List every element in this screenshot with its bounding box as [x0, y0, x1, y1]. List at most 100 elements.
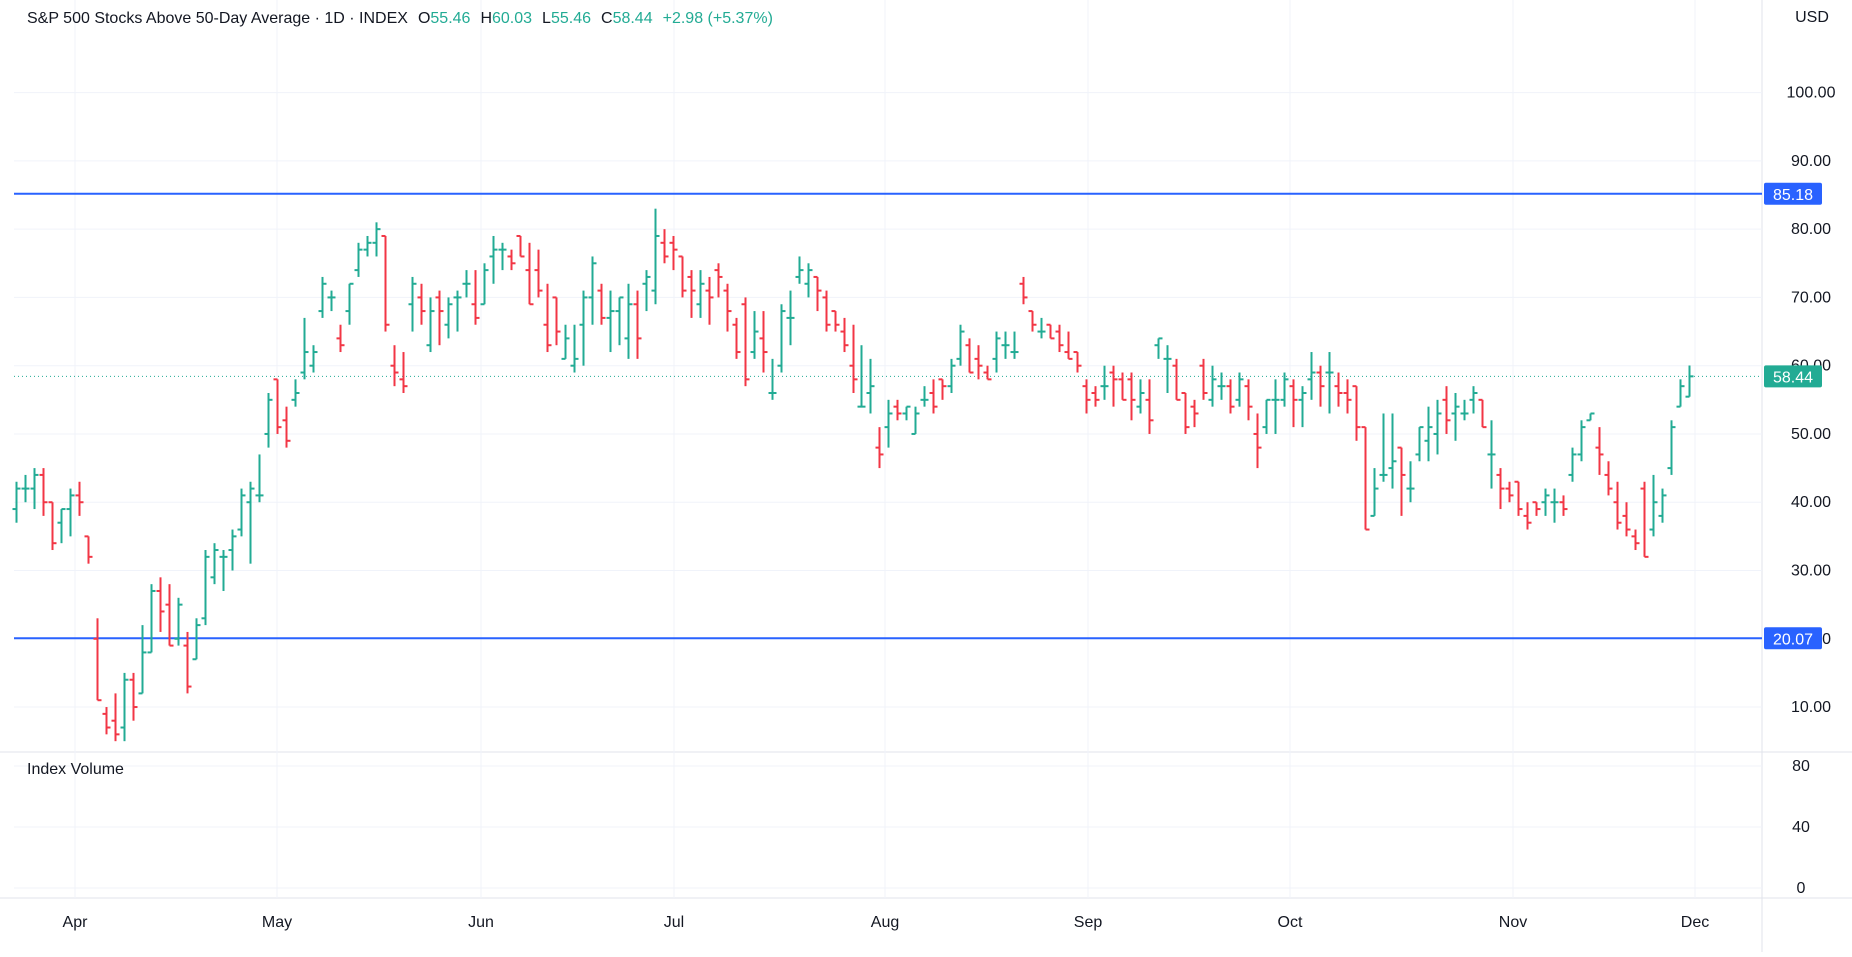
ohlc-bar [264, 393, 273, 448]
low-value: 55.46 [550, 10, 591, 27]
ohlc-bar [768, 358, 777, 400]
ohlc-bar [201, 550, 210, 626]
ohlc-bar [525, 242, 534, 306]
ohlc-bar [1478, 398, 1487, 429]
ohlc-bar [30, 468, 39, 510]
close-value: 58.44 [612, 10, 653, 27]
ohlc-bar [237, 488, 246, 537]
ohlc-bar [489, 235, 498, 284]
open-value: 55.46 [430, 10, 471, 27]
ohlc-bar [84, 535, 93, 564]
y-tick-label: 70.00 [1791, 289, 1831, 306]
ohlc-bar [1262, 398, 1271, 434]
ohlc-bar [39, 468, 48, 516]
volume-tick-label: 0 [1797, 880, 1806, 897]
ohlc-bar [543, 283, 552, 353]
ohlc-bar [992, 331, 1001, 373]
ohlc-bar [255, 454, 264, 503]
ohlc-bar [570, 324, 579, 373]
ohlc-bar [1109, 365, 1118, 407]
ohlc-bar [1253, 413, 1262, 469]
ohlc-bar [1568, 447, 1577, 482]
ohlc-bar [507, 249, 516, 271]
ohlc-bar [210, 543, 219, 585]
chart-legend-header: S&P 500 Stocks Above 50-Day Average · 1D… [27, 10, 773, 28]
ohlc-bar [669, 235, 678, 271]
ohlc-bar [1541, 488, 1550, 516]
ohlc-bars [12, 208, 1694, 742]
ohlc-bar [48, 501, 57, 551]
ohlc-bar [786, 290, 795, 346]
ohlc-bar [93, 618, 102, 702]
ohlc-bar [291, 379, 300, 407]
y-tick-label: 100.00 [1787, 85, 1836, 102]
ohlc-bar [1487, 420, 1496, 489]
last-price-tag [1764, 365, 1822, 388]
ohlc-bar [1370, 468, 1379, 517]
horizontal-lines [14, 192, 1762, 640]
ohlc-bar [462, 270, 471, 298]
ohlc-bar [1199, 358, 1208, 400]
close-label: C [601, 10, 613, 27]
ohlc-bar [983, 365, 992, 381]
ohlc-bar [1082, 379, 1091, 414]
ohlc-bar [1046, 323, 1055, 340]
ohlc-bar [417, 283, 426, 325]
currency-button[interactable]: USD [1795, 9, 1829, 26]
ohlc-bar [840, 317, 849, 353]
ohlc-bar [651, 208, 660, 305]
ohlc-bar [534, 249, 543, 298]
ohlc-bar [192, 618, 201, 661]
ohlc-bar [579, 290, 588, 366]
ohlc-bar [1550, 488, 1559, 523]
ohlc-bar [1181, 392, 1190, 434]
ohlc-bar [893, 399, 902, 421]
ohlc-bar [1595, 427, 1604, 475]
ohlc-bar [759, 311, 768, 373]
ohlc-bar [1001, 331, 1010, 359]
ohlc-bar [363, 235, 372, 257]
ohlc-bar [920, 386, 929, 407]
x-tick-label: May [262, 914, 292, 931]
ohlc-bar [1532, 501, 1541, 516]
ohlc-bar [12, 481, 21, 523]
ohlc-bar [174, 597, 183, 646]
ohlc-bar [138, 625, 147, 695]
ohlc-bar [1505, 481, 1514, 503]
ohlc-bar [1460, 399, 1469, 421]
ohlc-bar [1136, 379, 1145, 414]
ohlc-bar [1190, 399, 1199, 428]
x-tick-label: Aug [871, 914, 899, 931]
ohlc-bar [1343, 379, 1352, 414]
ohlc-bar [750, 311, 759, 359]
ohlc-bar [480, 263, 489, 306]
ohlc-bar [1073, 351, 1082, 373]
ohlc-bar [597, 283, 606, 325]
ohlc-bar [1514, 480, 1523, 516]
ohlc-bar [1352, 385, 1361, 441]
x-tick-label: Jul [664, 914, 684, 931]
ohlc-bar [1298, 386, 1307, 428]
ohlc-bar [938, 378, 947, 400]
ohlc-bar [309, 345, 318, 373]
ohlc-bar [642, 270, 651, 312]
ohlc-bar [1631, 529, 1640, 551]
ohlc-bar [129, 672, 138, 721]
ohlc-bar [336, 324, 345, 353]
ohlc-bar [1667, 420, 1676, 475]
ohlc-bar [1226, 379, 1235, 414]
ohlc-bar [866, 358, 875, 414]
chart-title: S&P 500 Stocks Above 50-Day Average · 1D… [27, 10, 408, 27]
ohlc-bar [732, 317, 741, 359]
ohlc-bar [1118, 372, 1127, 401]
ohlc-bar [1415, 426, 1424, 462]
price-axis: 100.0090.0080.0070.0060.0050.0040.0030.0… [1787, 85, 1836, 897]
ohlc-bar [75, 481, 84, 516]
ohlc-bar [813, 275, 822, 312]
ohlc-bar [1100, 365, 1109, 400]
ohlc-bar [1154, 337, 1163, 359]
x-tick-label: Sep [1074, 914, 1103, 931]
ohlc-bar [606, 290, 615, 353]
